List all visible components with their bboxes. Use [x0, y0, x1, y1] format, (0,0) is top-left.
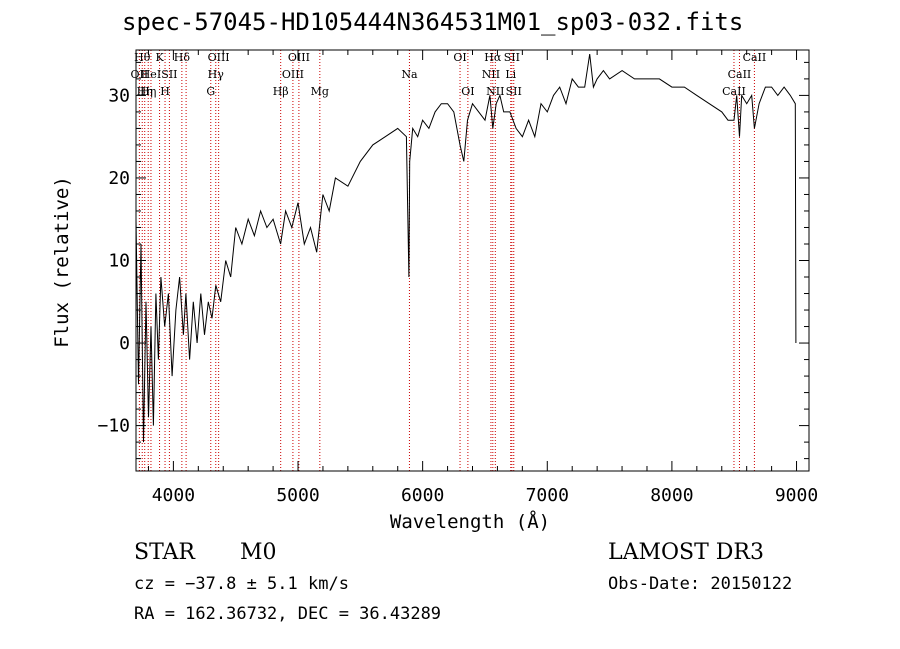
- line-label: Li: [505, 68, 516, 81]
- line-label: K: [155, 51, 164, 64]
- line-label: Hη: [137, 85, 153, 98]
- survey-name: LAMOST DR3: [608, 540, 764, 565]
- line-label: CaII: [743, 51, 767, 64]
- object-type: STAR: [134, 540, 195, 565]
- line-label: SII: [506, 85, 522, 98]
- line-label: Hα: [484, 51, 502, 64]
- y-tick-label: 0: [119, 333, 130, 354]
- line-label: Hβ: [273, 85, 289, 98]
- y-tick-label: 20: [108, 168, 130, 189]
- line-label: NII: [482, 68, 500, 81]
- line-label: NII: [486, 85, 504, 98]
- line-label: OI: [461, 85, 474, 98]
- y-tick-label: 30: [108, 85, 130, 106]
- coordinates: RA = 162.36732, DEC = 36.43289: [134, 604, 442, 624]
- line-label: OIII: [288, 51, 310, 64]
- line-label: Hγ: [208, 68, 225, 81]
- x-tick-label: 4000: [152, 485, 195, 506]
- line-label: SII: [161, 68, 177, 81]
- y-tick-label: −10: [97, 416, 130, 437]
- line-label: OI: [453, 51, 466, 64]
- observation-date: Obs-Date: 20150122: [608, 574, 793, 594]
- chart-title: spec-57045-HD105444N364531M01_sp03-032.f…: [122, 8, 744, 36]
- redshift-velocity: cz = −37.8 ± 5.1 km/s: [134, 574, 349, 594]
- line-label: Hη: [140, 85, 156, 98]
- y-tick-label: 10: [108, 251, 130, 272]
- line-label: OII: [131, 68, 149, 81]
- line-label: CaII: [722, 85, 746, 98]
- line-label: HeI: [141, 68, 161, 81]
- plot-frame: [135, 49, 810, 472]
- line-label: OIII: [208, 51, 230, 64]
- line-label: CaII: [728, 68, 752, 81]
- x-tick-label: 7000: [526, 485, 569, 506]
- line-label: OIII: [282, 68, 304, 81]
- line-label: H: [160, 85, 170, 98]
- y-axis-label: Flux (relative): [51, 176, 73, 348]
- axis-ticks: 4000 5000 6000 7000 8000 9000 −10 0 10 20 30: [97, 50, 818, 506]
- object-subclass: M0: [240, 540, 277, 565]
- x-tick-label: 8000: [650, 485, 693, 506]
- line-label: Hδ: [174, 51, 191, 64]
- line-labels: HθOIIHηHηHeIKHSIIHδGHγOIIIHβOIIIOIIIMgNa…: [131, 51, 767, 98]
- line-label: Na: [401, 68, 418, 81]
- line-markers: [138, 50, 755, 471]
- spectrum-line: [135, 54, 797, 443]
- x-tick-label: 5000: [276, 485, 319, 506]
- x-tick-label: 9000: [775, 485, 818, 506]
- line-label: SII: [504, 51, 520, 64]
- x-tick-label: 6000: [401, 485, 444, 506]
- line-label: Mg: [311, 85, 329, 98]
- x-axis-label: Wavelength (Å): [390, 510, 550, 533]
- line-label: Hθ: [134, 51, 151, 64]
- line-label: G: [206, 85, 215, 98]
